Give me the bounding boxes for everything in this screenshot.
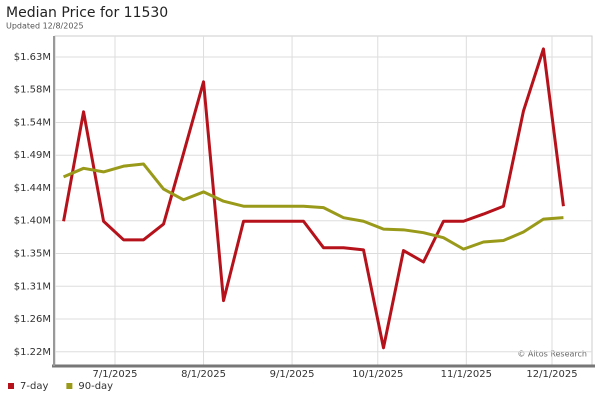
y-tick-label: $1.35M [14,248,51,259]
y-tick-label: $1.31M [14,281,51,292]
x-tick-label: 12/1/2025 [526,369,577,380]
series-line [62,47,565,350]
y-tick-label: $1.58M [14,85,51,96]
plot-area [54,35,593,366]
legend-label: 7-day [20,381,48,392]
y-tick-label: $1.54M [14,117,51,128]
chart-subtitle: Updated 12/8/2025 [6,22,84,31]
x-tick-label: 10/1/2025 [352,369,403,380]
y-tick-label: $1.63M [14,52,51,63]
y-tick-label: $1.44M [14,183,51,194]
y-tick-label: $1.26M [14,314,51,325]
series-line [62,162,564,251]
x-tick-label: 7/1/2025 [93,369,138,380]
chart-title: Median Price for 11530 [6,5,168,21]
x-tick-label: 8/1/2025 [181,369,226,380]
y-tick-label: $1.22M [14,347,51,358]
legend-label: 90-day [78,381,113,392]
x-tick-label: 9/1/2025 [270,369,315,380]
y-tick-label: $1.49M [14,150,51,161]
legend-swatch [66,383,73,389]
x-tick-label: 11/1/2025 [441,369,492,380]
legend-swatch [8,383,14,389]
y-tick-label: $1.40M [14,216,51,227]
